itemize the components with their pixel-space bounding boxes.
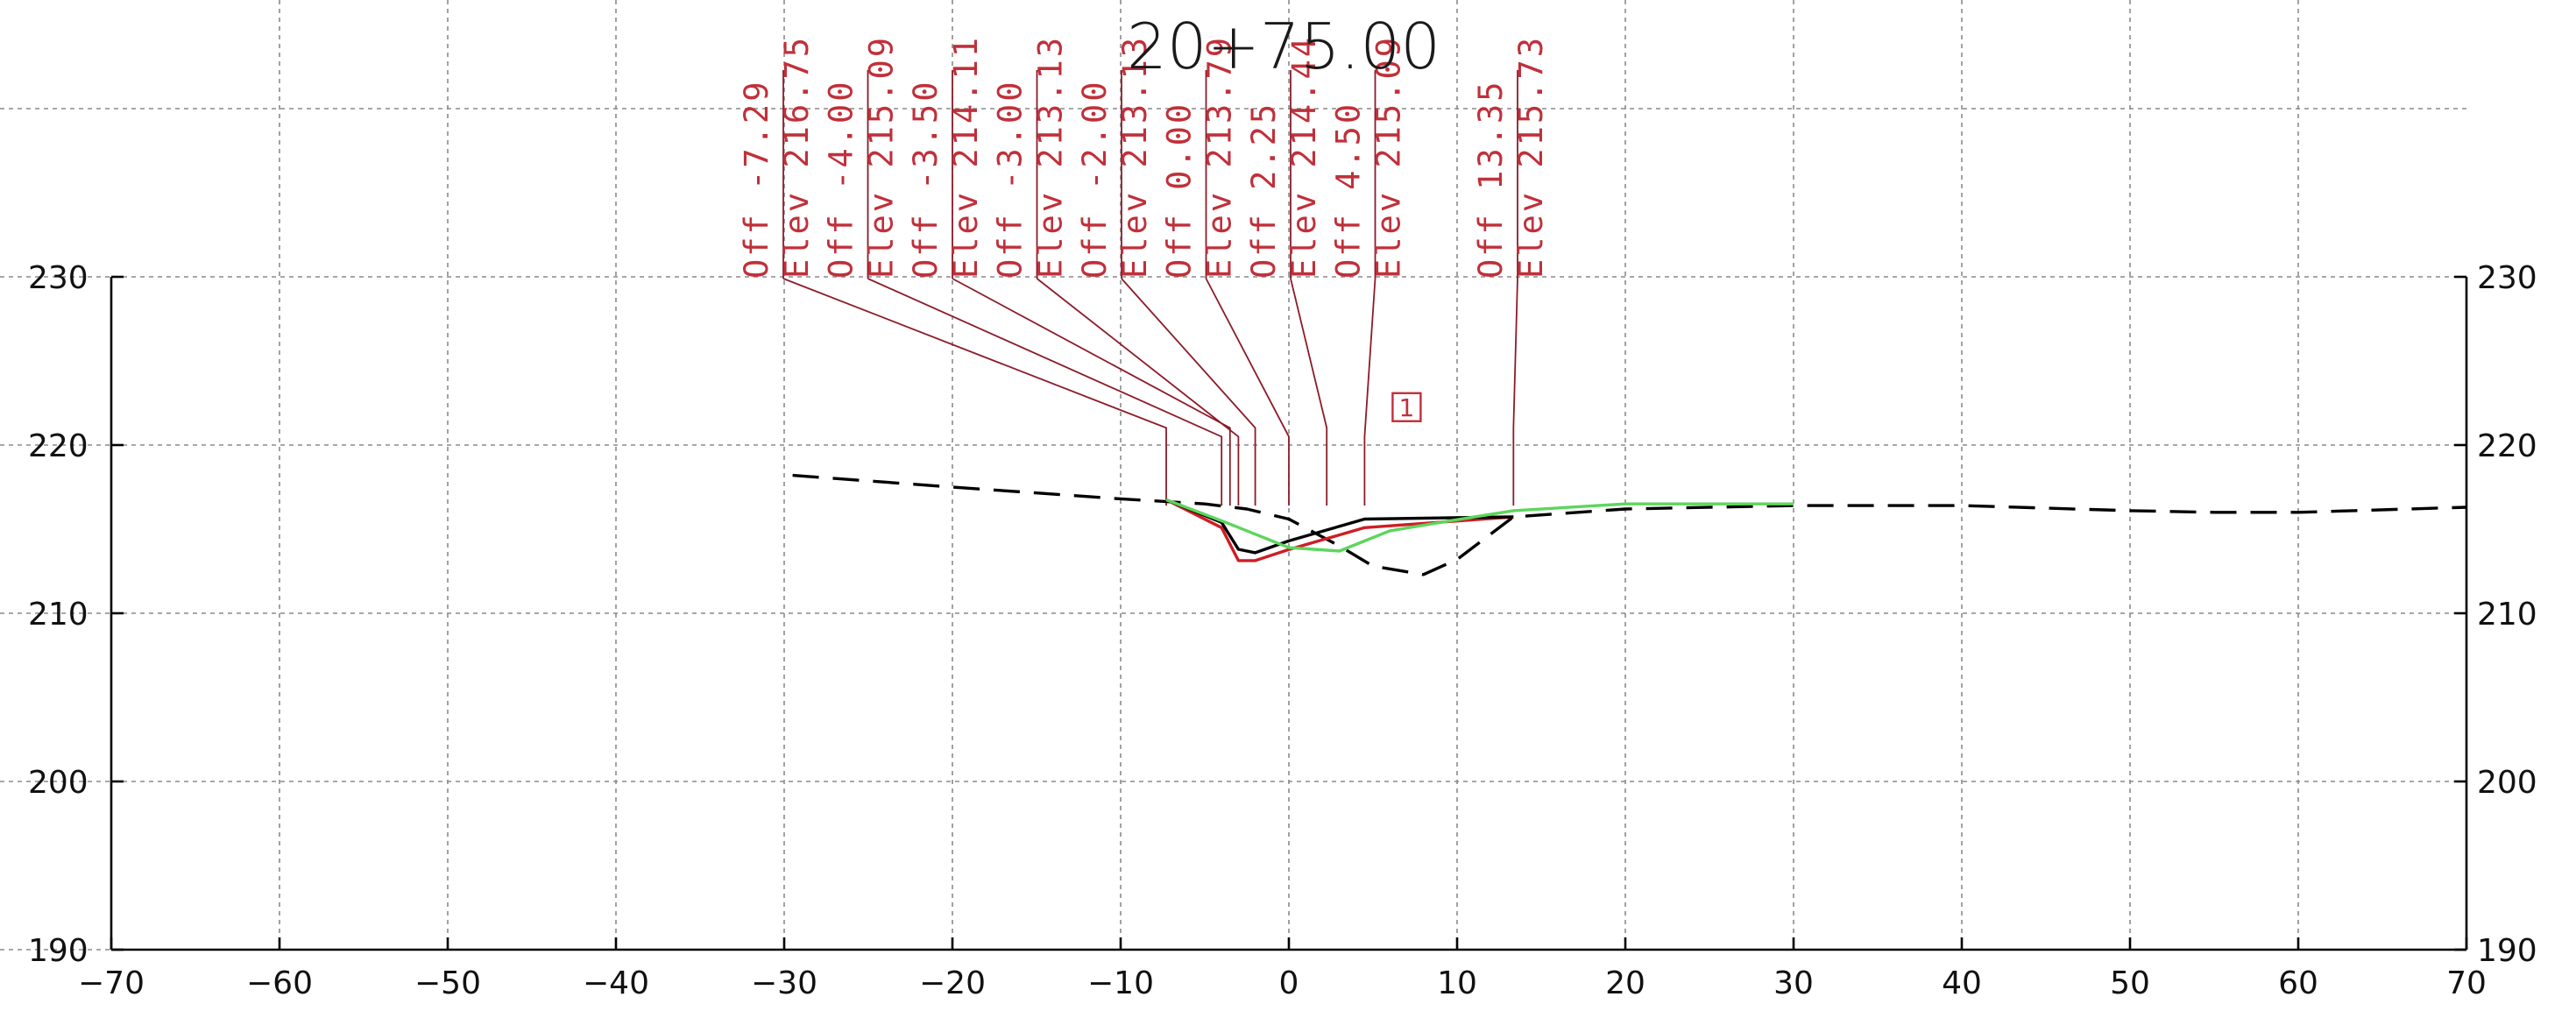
y-tick-label-left: 230	[28, 260, 88, 296]
x-tick-label: −60	[246, 965, 313, 1001]
annotation-offset-label: Off -7.29	[738, 80, 775, 279]
annotation-offset-label: Off 2.25	[1245, 102, 1283, 279]
annotation-offset-label: Off 4.50	[1330, 102, 1368, 279]
chart-title: 20+75.00	[1127, 10, 1440, 83]
annotation-offset-label: Off -2.00	[1076, 80, 1114, 279]
y-tick-label-right: 190	[2477, 933, 2537, 969]
series-line-1	[1165, 498, 1514, 562]
callout-box	[1391, 392, 1422, 422]
x-tick-label: 50	[2110, 965, 2150, 1001]
x-tick-label: 60	[2278, 965, 2318, 1001]
annotation-offset-label: Off -3.00	[992, 80, 1030, 279]
annotation-elev-label: Elev 214.11	[947, 35, 985, 279]
annotation-leader	[1036, 278, 1240, 506]
annotation-offset-label: Off 0.00	[1161, 102, 1199, 279]
x-tick-label: −70	[78, 965, 145, 1001]
y-tick-label-left: 210	[28, 597, 88, 633]
annotation-offset-label: Off -3.50	[907, 80, 945, 279]
annotation-leader	[1121, 278, 1256, 506]
grid-layer	[0, 0, 2466, 951]
x-tick-label: 0	[1279, 965, 1299, 1001]
annotation-offset-label: Off 13.35	[1472, 80, 1510, 279]
x-tick-label: 40	[1942, 965, 1982, 1001]
annotation-elev-label: Elev 213.13	[1032, 35, 1070, 279]
y-tick-label-right: 230	[2477, 260, 2537, 296]
annotation-leader	[1290, 278, 1328, 506]
x-tick-label: 20	[1605, 965, 1645, 1001]
annotation-labels: Off -7.29 Elev 216.75 Off -4.00 Elev 215.09…	[738, 35, 1550, 422]
x-tick-label: −10	[1087, 965, 1154, 1001]
annotation-elev-label: Elev 214.44	[1285, 35, 1323, 279]
annotation-leader	[867, 278, 1223, 506]
annotation-leader	[952, 278, 1231, 506]
annotation-elev-label: Elev 216.75	[778, 35, 816, 279]
y-tick-label-right: 200	[2477, 765, 2537, 801]
annotation-elev-label: Elev 215.73	[1512, 35, 1550, 279]
annotation-leader	[782, 278, 1167, 506]
y-tick-label-left: 200	[28, 765, 88, 801]
callout-label: 1	[1398, 393, 1414, 422]
x-tick-label: −40	[583, 965, 649, 1001]
series-layer	[792, 473, 2467, 576]
annotation-leader	[1363, 278, 1376, 506]
annotation-elev-label: Elev 213.79	[1201, 35, 1239, 279]
annotation-elev-label: Elev 213.13	[1116, 35, 1154, 279]
x-tick-label: 10	[1437, 965, 1477, 1001]
y-tick-label-left: 220	[28, 428, 88, 464]
annotation-elev-label: Elev 215.09	[863, 35, 901, 279]
x-tick-label: 70	[2446, 965, 2487, 1001]
x-tick-label: 30	[1773, 965, 1814, 1001]
annotation-offset-label: Off -4.00	[823, 80, 860, 279]
y-tick-label-left: 190	[28, 933, 88, 969]
x-tick-label: −20	[919, 965, 986, 1001]
y-tick-label-right: 220	[2477, 428, 2537, 464]
y-tick-label-right: 210	[2477, 597, 2537, 633]
annotation-elev-label: Elev 215.09	[1370, 35, 1408, 279]
x-tick-label: −50	[414, 965, 481, 1001]
annotation-leader	[1205, 278, 1290, 506]
x-tick-label: −30	[751, 965, 817, 1001]
annotation-leaders	[782, 70, 1518, 506]
series-line-0	[792, 473, 2467, 576]
series-line-3	[1165, 498, 1794, 553]
annotation-leader	[1512, 278, 1518, 506]
